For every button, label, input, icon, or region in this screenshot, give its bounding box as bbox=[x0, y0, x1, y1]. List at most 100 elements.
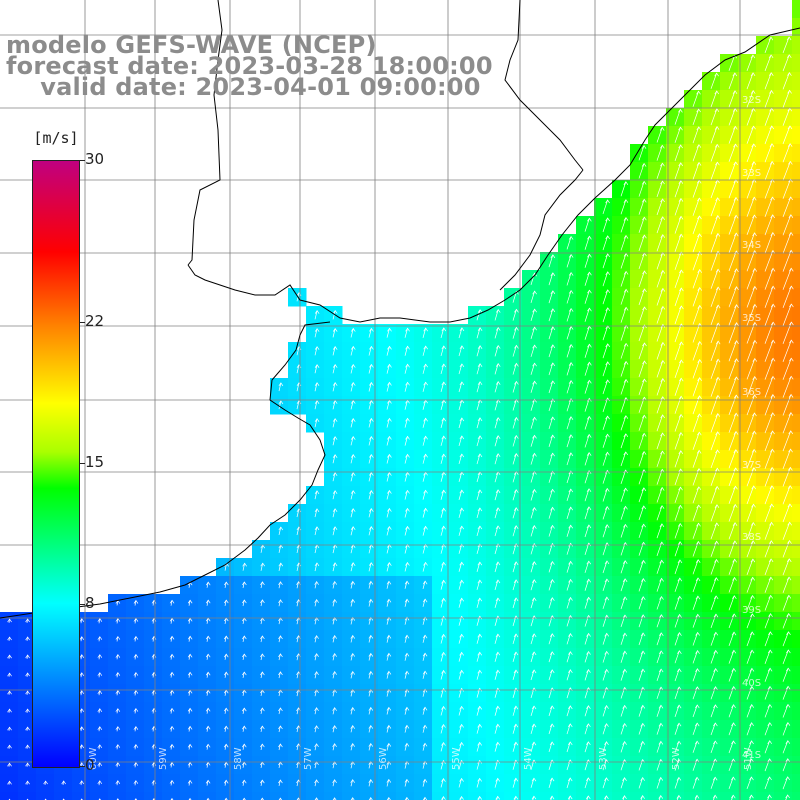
wind-cell bbox=[576, 630, 595, 649]
wind-arrow-head bbox=[386, 688, 392, 693]
wind-arrow-head bbox=[677, 541, 683, 545]
wind-arrow bbox=[476, 525, 481, 537]
wind-arrow bbox=[746, 214, 755, 236]
wind-arrow bbox=[674, 686, 680, 700]
wind-arrow bbox=[422, 671, 426, 679]
wind-arrow bbox=[749, 795, 752, 800]
wind-arrow-head bbox=[532, 380, 537, 385]
wind-arrow-head bbox=[696, 161, 702, 166]
wind-cell bbox=[324, 594, 343, 613]
wind-arrow-head bbox=[642, 306, 647, 311]
wind-arrow-head bbox=[441, 381, 447, 386]
wind-arrow-head bbox=[459, 651, 464, 656]
wind-arrow-head bbox=[532, 398, 537, 403]
wind-arrow-head bbox=[332, 418, 338, 422]
wind-cell bbox=[774, 414, 793, 433]
wind-arrow-head bbox=[749, 722, 754, 726]
wind-arrow bbox=[566, 507, 572, 519]
wind-cell bbox=[468, 324, 487, 343]
wind-cell bbox=[234, 558, 253, 577]
wind-arrow-head bbox=[622, 686, 628, 691]
wind-arrow-head bbox=[677, 595, 682, 600]
wind-cell bbox=[378, 558, 397, 577]
wind-arrow-head bbox=[513, 452, 519, 457]
wind-arrow bbox=[368, 725, 372, 733]
wind-arrow-head bbox=[715, 304, 721, 309]
wind-arrow-head bbox=[477, 327, 483, 331]
wind-arrow bbox=[548, 380, 554, 394]
wind-arrow-head bbox=[768, 36, 774, 41]
wind-arrow-head bbox=[568, 271, 574, 276]
wind-arrow bbox=[764, 613, 771, 629]
wind-cell bbox=[360, 774, 379, 793]
wind-arrow bbox=[620, 271, 627, 287]
wind-arrow-head bbox=[350, 454, 356, 458]
wind-arrow-head bbox=[8, 798, 11, 800]
wind-arrow bbox=[692, 251, 700, 271]
wind-cell bbox=[558, 234, 577, 253]
wind-cell bbox=[378, 774, 397, 793]
wind-cell bbox=[702, 522, 721, 541]
wind-cell bbox=[450, 684, 469, 703]
wind-arrow bbox=[584, 254, 590, 268]
wind-arrow bbox=[728, 250, 737, 272]
wind-arrow bbox=[440, 652, 444, 662]
wind-cell bbox=[522, 648, 541, 667]
wind-arrow bbox=[512, 345, 517, 357]
wind-arrow bbox=[332, 617, 336, 625]
wind-cell bbox=[702, 162, 721, 181]
wind-arrow bbox=[296, 544, 300, 554]
wind-cell bbox=[666, 720, 685, 739]
wind-arrow-head bbox=[513, 669, 519, 674]
wind-cell bbox=[288, 360, 307, 379]
wind-cell bbox=[252, 594, 271, 613]
wind-cell bbox=[360, 522, 379, 541]
wind-cell bbox=[648, 504, 667, 523]
wind-arrow-head bbox=[789, 339, 794, 344]
wind-arrow-head bbox=[696, 540, 701, 545]
wind-arrow bbox=[602, 524, 608, 538]
wind-cell bbox=[684, 90, 703, 109]
wind-arrow-head bbox=[731, 667, 737, 672]
wind-arrow-head bbox=[676, 668, 682, 673]
wind-cell bbox=[306, 540, 325, 559]
wind-arrow-head bbox=[350, 526, 356, 530]
wind-arrow bbox=[512, 525, 517, 537]
wind-arrow-head bbox=[169, 635, 175, 640]
wind-arrow-head bbox=[241, 707, 247, 712]
wind-arrow-head bbox=[477, 507, 483, 512]
wind-arrow bbox=[710, 108, 718, 126]
wind-arrow-head bbox=[423, 363, 428, 368]
wind-arrow-head bbox=[332, 526, 338, 531]
wind-cell bbox=[468, 342, 487, 361]
wind-arrow bbox=[386, 454, 390, 464]
wind-arrow-head bbox=[660, 378, 666, 382]
wind-arrow-head bbox=[605, 289, 611, 294]
wind-arrow bbox=[674, 705, 680, 717]
wind-arrow-head bbox=[387, 435, 392, 440]
wind-cell bbox=[612, 252, 631, 271]
wind-arrow-head bbox=[605, 253, 611, 258]
wind-arrow-head bbox=[422, 796, 428, 800]
wind-arrow bbox=[530, 399, 535, 411]
wind-arrow bbox=[782, 540, 790, 558]
wind-arrow-head bbox=[423, 327, 428, 332]
wind-cell bbox=[324, 666, 343, 685]
wind-arrow-head bbox=[386, 778, 392, 783]
wind-cell bbox=[612, 234, 631, 253]
wind-cell bbox=[576, 738, 595, 757]
wind-arrow bbox=[550, 796, 553, 800]
wind-arrow bbox=[494, 706, 499, 716]
wind-arrow-head bbox=[678, 395, 684, 400]
wind-arrow bbox=[692, 162, 700, 180]
wind-cell bbox=[774, 630, 793, 649]
wind-arrow-head bbox=[604, 795, 609, 800]
wind-arrow bbox=[368, 544, 372, 554]
wind-arrow-head bbox=[697, 340, 703, 345]
wind-arrow-head bbox=[660, 162, 665, 167]
wind-cell bbox=[738, 432, 757, 451]
wind-arrow-head bbox=[734, 358, 739, 363]
wind-arrow bbox=[728, 233, 737, 253]
wind-arrow bbox=[620, 181, 627, 197]
wind-cell bbox=[738, 234, 757, 253]
